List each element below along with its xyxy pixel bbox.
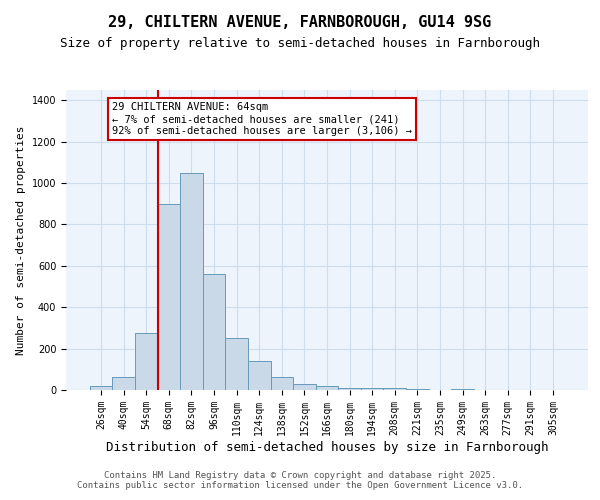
Text: 29, CHILTERN AVENUE, FARNBOROUGH, GU14 9SG: 29, CHILTERN AVENUE, FARNBOROUGH, GU14 9… <box>109 15 491 30</box>
Bar <box>383 388 406 390</box>
Text: Contains HM Land Registry data © Crown copyright and database right 2025.
Contai: Contains HM Land Registry data © Crown c… <box>77 470 523 490</box>
Text: Size of property relative to semi-detached houses in Farnborough: Size of property relative to semi-detach… <box>60 38 540 51</box>
Bar <box>180 173 203 390</box>
Bar <box>316 386 338 390</box>
Bar <box>90 386 112 390</box>
Bar <box>451 389 474 390</box>
Bar <box>158 204 180 390</box>
X-axis label: Distribution of semi-detached houses by size in Farnborough: Distribution of semi-detached houses by … <box>106 440 548 454</box>
Bar <box>361 388 383 390</box>
Text: 29 CHILTERN AVENUE: 64sqm
← 7% of semi-detached houses are smaller (241)
92% of : 29 CHILTERN AVENUE: 64sqm ← 7% of semi-d… <box>112 102 412 136</box>
Bar <box>203 274 226 390</box>
Bar <box>271 376 293 390</box>
Bar <box>135 333 158 390</box>
Bar <box>293 384 316 390</box>
Bar <box>248 361 271 390</box>
Bar <box>226 338 248 390</box>
Y-axis label: Number of semi-detached properties: Number of semi-detached properties <box>16 125 26 355</box>
Bar <box>338 388 361 390</box>
Bar <box>112 376 135 390</box>
Bar <box>406 389 428 390</box>
